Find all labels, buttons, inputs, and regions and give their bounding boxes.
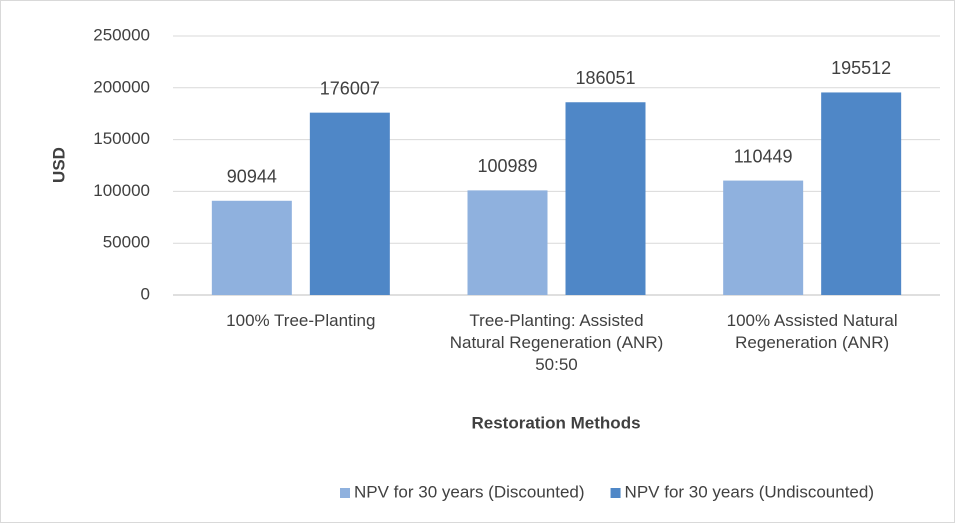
- data-label: 110449: [734, 146, 793, 166]
- x-axis-title: Restoration Methods: [471, 413, 640, 432]
- x-tick-label: 100% Assisted Natural Regeneration (ANR): [726, 311, 898, 352]
- x-tick-label: Tree-Planting: Assisted Natural Regenera…: [449, 311, 664, 374]
- bar: [821, 92, 902, 295]
- data-label: 176007: [320, 78, 380, 98]
- y-tick-label: 250000: [93, 25, 150, 44]
- legend-swatch: [340, 488, 350, 498]
- legend-label: NPV for 30 years (Discounted): [354, 482, 585, 501]
- bar: [723, 180, 804, 295]
- y-tick-label: 50000: [103, 233, 150, 252]
- y-axis-title: USD: [49, 147, 68, 183]
- legend-swatch: [610, 488, 621, 498]
- x-tick-label-box: Tree-Planting: Assisted Natural Regenera…: [449, 311, 664, 374]
- data-label: 195512: [831, 58, 891, 78]
- legend-label: NPV for 30 years (Undiscounted): [625, 482, 874, 501]
- x-tick-label: 100% Tree-Planting: [226, 311, 376, 330]
- data-label: 186051: [575, 68, 635, 88]
- y-tick-label: 0: [141, 284, 150, 303]
- bar: [467, 190, 548, 295]
- y-tick-label: 150000: [93, 129, 150, 148]
- x-tick-label-box: 100% Assisted Natural Regeneration (ANR): [726, 311, 898, 352]
- y-tick-label: 200000: [93, 77, 150, 96]
- bar: [309, 112, 390, 296]
- bar: [211, 200, 292, 295]
- bar: [565, 102, 646, 296]
- data-label: 90944: [227, 167, 277, 187]
- x-tick-label-box: 100% Tree-Planting: [226, 311, 376, 330]
- data-label: 100989: [477, 156, 537, 176]
- y-tick-label: 100000: [93, 181, 150, 200]
